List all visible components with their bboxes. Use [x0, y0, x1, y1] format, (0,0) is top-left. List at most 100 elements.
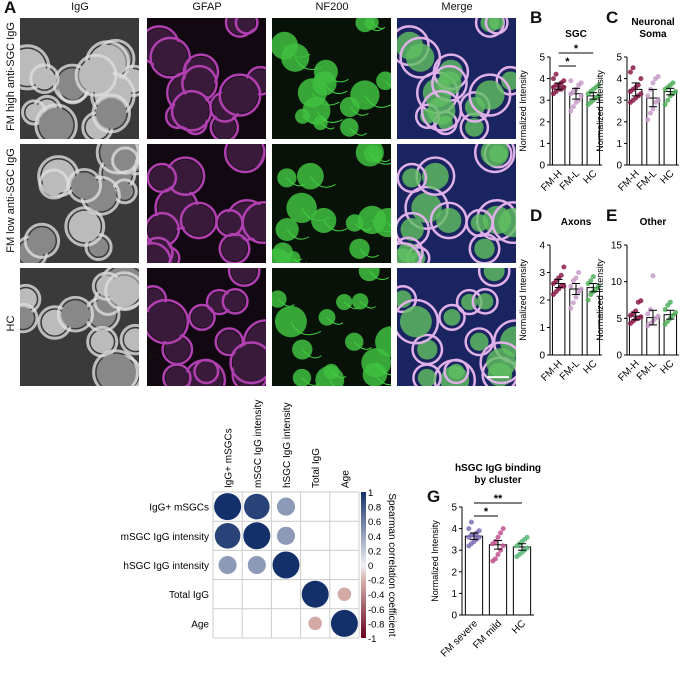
data-point [468, 519, 474, 525]
x-tick-label: HC [658, 168, 676, 186]
data-point [650, 80, 656, 86]
column-label: Age [340, 470, 351, 488]
micrograph-igg-row2 [20, 268, 139, 386]
micrograph-merge-row2 [397, 268, 516, 386]
data-point [662, 102, 668, 108]
data-point [627, 69, 633, 75]
data-point [662, 307, 668, 313]
colorbar-tick-label: 0.2 [368, 546, 381, 557]
micrograph-nf200-row1 [272, 144, 391, 263]
data-point [645, 311, 651, 317]
column-heading-gfap: GFAP [192, 1, 222, 13]
data-point [655, 313, 661, 319]
data-point [630, 65, 636, 71]
y-tick-label: 15 [611, 241, 623, 252]
colorbar-tick-label: -0.2 [368, 576, 384, 587]
y-tick-label: 3 [539, 268, 545, 279]
row-label: IgG+ mSGCs [149, 503, 209, 514]
panel-label-b: B [530, 8, 543, 27]
data-point [492, 556, 498, 562]
micrograph-nf200-row0 [272, 18, 391, 139]
data-point [578, 80, 584, 86]
data-point [638, 314, 644, 320]
data-point [553, 71, 559, 77]
y-tick-label: 0 [539, 351, 545, 362]
chart-title: SGC [565, 29, 587, 40]
colorbar-tick-label: 0.8 [368, 503, 381, 514]
data-point [645, 93, 651, 99]
correlation-matrix: IgG+ mSGCs IgG+ mSGCs mSGC IgG intensity mS… [121, 400, 397, 645]
correlation-circle [276, 526, 296, 545]
micrograph-gfap-row2 [147, 268, 266, 386]
panel-label-c: C [606, 8, 619, 27]
chart-title: Neuronal [631, 17, 675, 28]
x-tick-label: FM-L [635, 168, 660, 193]
correlation-circle [276, 497, 296, 516]
column-label: IgG+ mSGCs [224, 428, 235, 488]
y-tick-label: 1 [539, 139, 545, 150]
data-point [650, 273, 656, 279]
row-label: mSGC IgG intensity [121, 532, 209, 543]
y-tick-label: 0 [616, 351, 622, 362]
y-axis-label: Normalized Intensity [430, 520, 440, 602]
y-tick-label: 5 [616, 314, 622, 325]
data-point [655, 73, 661, 79]
y-tick-label: 2 [539, 117, 545, 128]
data-point [673, 89, 679, 95]
micrograph-merge-row0 [397, 18, 516, 139]
x-tick-label: FM severe [439, 618, 480, 659]
row-label: hSGC IgG intensity [123, 561, 209, 572]
significance-star: * [565, 56, 570, 68]
chart-title: Soma [639, 29, 667, 40]
y-axis-label: Normalized Intensity [595, 259, 605, 341]
y-tick-label: 1 [616, 139, 622, 150]
data-point [573, 294, 579, 300]
row-label: Age [191, 619, 209, 630]
data-point [596, 283, 602, 289]
micrograph-gfap-row1 [147, 144, 266, 263]
panel-label-a: A [4, 0, 17, 17]
data-point [570, 300, 576, 306]
column-heading-merge: Merge [441, 1, 473, 13]
data-point [588, 278, 594, 284]
data-point [647, 307, 653, 313]
data-point [498, 547, 504, 553]
column-heading-igg: IgG [71, 1, 89, 13]
y-tick-label: 1 [539, 323, 545, 334]
colorbar [361, 492, 366, 638]
bar-fm-h [551, 85, 566, 166]
x-tick-label: HC [658, 358, 676, 376]
column-label: mSGC IgG intensity [253, 400, 264, 488]
colorbar-tick-label: -0.6 [368, 605, 384, 616]
colorbar-tick-label: -0.8 [368, 619, 384, 630]
y-axis-label: Normalized Intensity [518, 259, 528, 341]
data-point [561, 264, 567, 270]
significance-star: * [574, 43, 579, 55]
data-point [590, 274, 596, 280]
data-point [596, 82, 602, 88]
y-tick-label: 2 [451, 567, 457, 578]
data-point [498, 530, 504, 536]
data-point [667, 299, 673, 305]
y-tick-label: 4 [616, 74, 622, 85]
x-tick-label: HC [510, 618, 528, 636]
colorbar-tick-label: -1 [368, 634, 376, 645]
data-point [550, 76, 556, 82]
y-tick-label: 3 [616, 96, 622, 107]
chart-title: Other [640, 217, 667, 228]
y-tick-label: 0 [539, 161, 545, 172]
correlation-circle [214, 493, 242, 521]
micrograph-igg-row1 [20, 144, 139, 263]
y-tick-label: 0 [616, 161, 622, 172]
data-point [524, 545, 530, 551]
panel-label-g: G [427, 487, 441, 506]
data-point [638, 298, 644, 304]
column-label: hSGC IgG intensity [282, 402, 293, 488]
y-tick-label: 2 [616, 117, 622, 128]
data-point [500, 526, 506, 532]
y-tick-label: 3 [539, 96, 545, 107]
data-point [578, 286, 584, 292]
micrograph-igg-row0 [20, 18, 139, 139]
